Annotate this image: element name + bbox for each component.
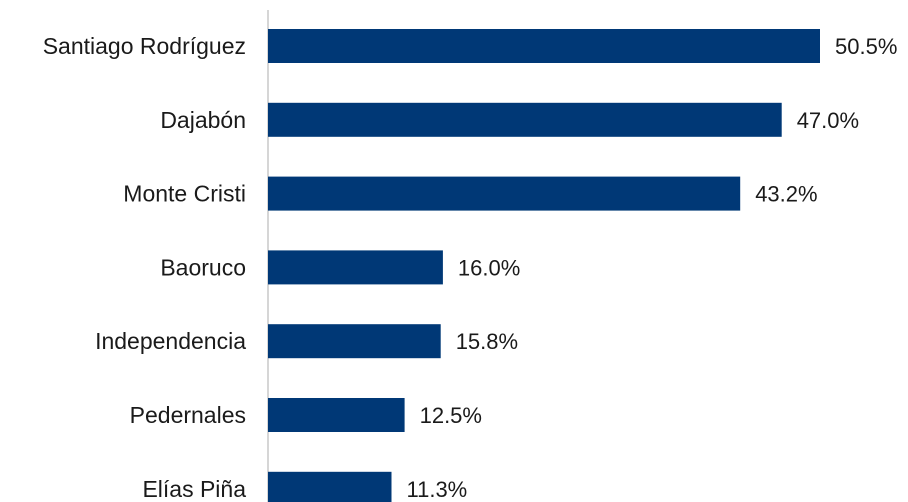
value-label: 15.8% [456, 329, 518, 354]
value-label: 43.2% [755, 182, 817, 207]
category-label: Pedernales [130, 402, 246, 428]
bar-3 [268, 176, 741, 211]
bars-group [268, 29, 820, 502]
value-label: 50.5% [835, 34, 897, 59]
category-label: Santiago Rodríguez [43, 33, 246, 59]
bar-2 [268, 102, 782, 137]
bar-1 [268, 29, 820, 63]
value-label: 16.0% [458, 255, 520, 280]
category-label: Elías Piña [142, 476, 246, 502]
category-label: Dajabón [160, 107, 246, 133]
category-label: Independencia [95, 328, 246, 354]
value-label: 11.3% [407, 477, 468, 502]
bar-7 [268, 471, 392, 502]
bar-6 [268, 398, 405, 432]
value-label: 47.0% [797, 108, 859, 133]
value-labels-group: 50.5% 47.0% 43.2% 16.0% 15.8% 12.5% 11.3% [407, 34, 898, 502]
bar-5 [268, 324, 441, 359]
bar-4 [268, 250, 443, 285]
category-label: Monte Cristi [123, 181, 246, 207]
value-label: 12.5% [420, 403, 482, 428]
category-label: Baoruco [160, 254, 246, 280]
category-labels-group: Santiago Rodríguez Dajabón Monte Cristi Bao… [43, 33, 247, 502]
